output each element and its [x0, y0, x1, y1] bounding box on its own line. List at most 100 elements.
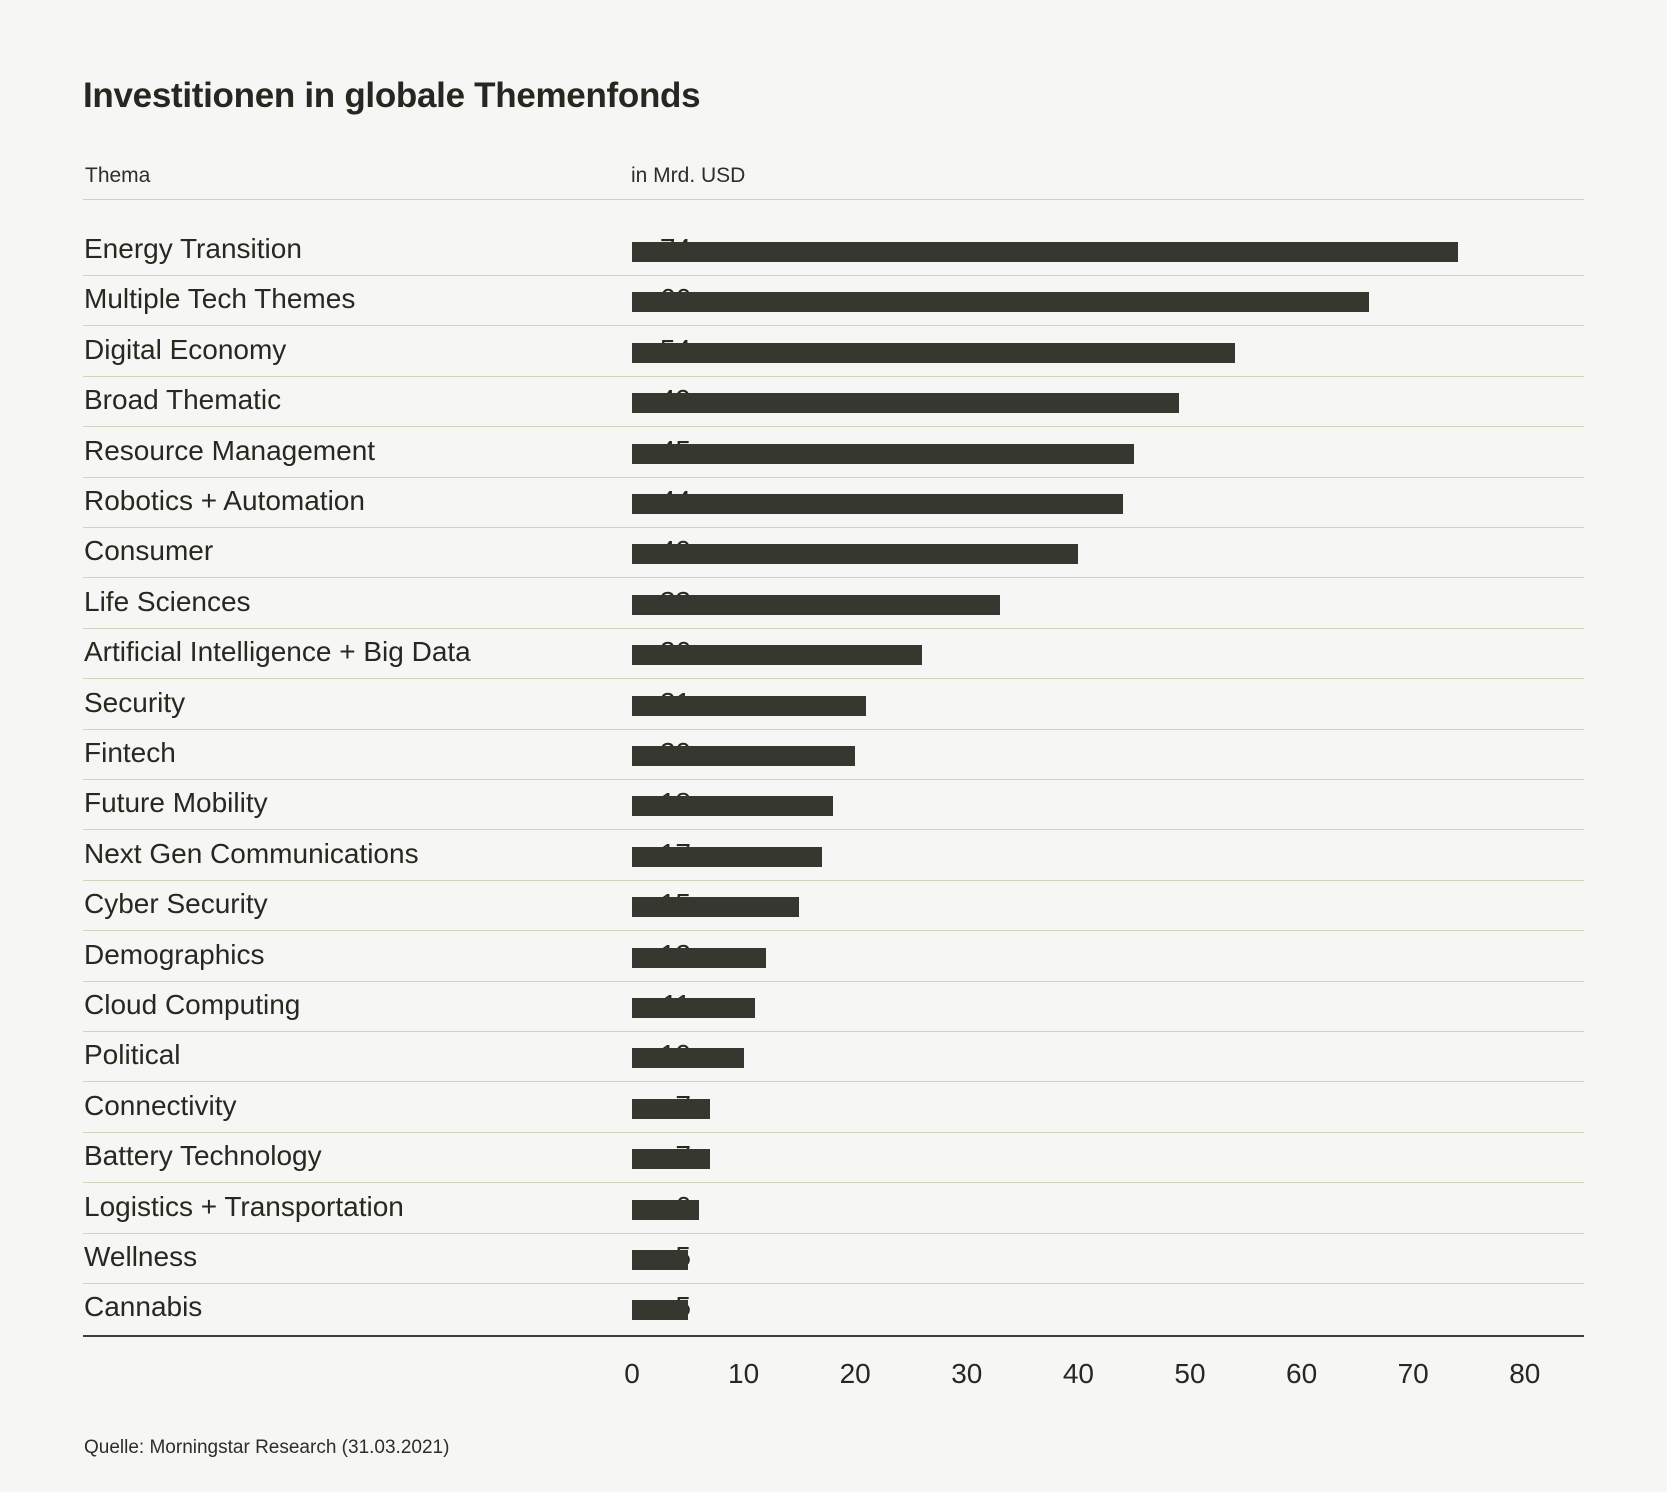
category-label: Energy Transition: [84, 233, 302, 264]
bar: [632, 897, 800, 918]
row-divider: [83, 1031, 1584, 1032]
bar-row: Next Gen Communications17: [83, 831, 1584, 881]
bar: [632, 594, 1001, 615]
bar: [632, 947, 766, 968]
row-divider: [83, 527, 1584, 528]
bar-row: Digital Economy54: [83, 327, 1584, 377]
x-tick-label: 80: [1509, 1358, 1541, 1389]
bar: [632, 1199, 699, 1220]
row-divider: [83, 1182, 1584, 1184]
category-label: Future Mobility: [84, 787, 268, 819]
row-divider: [83, 779, 1584, 780]
bar-row: Cannabis5: [83, 1284, 1584, 1334]
bar-row: Multiple Tech Themes66: [83, 276, 1584, 327]
bar: [632, 1300, 688, 1321]
bar: [632, 1048, 744, 1069]
category-label: Wellness: [84, 1241, 198, 1272]
bar-row: Artificial Intelligence + Big Data26: [83, 629, 1584, 680]
row-divider: [83, 728, 1584, 730]
category-label: Broad Thematic: [84, 384, 282, 416]
category-label: Consumer: [84, 535, 214, 567]
bar-row: Cyber Security15: [83, 881, 1584, 932]
bar: [632, 796, 833, 817]
category-label: Digital Economy: [84, 333, 287, 365]
bar-row: Political10: [83, 1032, 1584, 1083]
row-divider: [83, 577, 1584, 579]
category-label: Connectivity: [84, 1089, 237, 1121]
x-tick-label: 30: [951, 1358, 983, 1389]
bar-row: Future Mobility18: [83, 780, 1584, 831]
x-tick-label: 10: [728, 1358, 760, 1389]
category-label: Robotics + Automation: [84, 485, 365, 516]
bar: [632, 645, 923, 666]
bar: [632, 494, 1124, 514]
row-divider: [83, 476, 1584, 478]
bar-row: Fintech20: [83, 730, 1584, 780]
category-label: Cloud Computing: [84, 989, 301, 1020]
bar-row: Security21: [83, 680, 1584, 730]
row-divider: [83, 980, 1584, 982]
row-divider: [83, 1232, 1584, 1234]
column-header-thema: Thema: [85, 164, 151, 187]
row-divider: [83, 275, 1584, 276]
row-divider: [83, 678, 1584, 680]
category-label: Cyber Security: [84, 888, 268, 920]
chart-title: Investitionen in globale Themenfonds: [83, 76, 701, 115]
category-label: Fintech: [84, 737, 176, 768]
bar-row: Resource Management45: [83, 428, 1584, 478]
bar: [632, 342, 1235, 363]
bar-row: Energy Transition74: [83, 226, 1584, 276]
bar: [632, 443, 1135, 464]
bar-row: Battery Technology7: [83, 1133, 1584, 1184]
row-divider: [83, 829, 1584, 831]
bar-row: Consumer40: [83, 528, 1584, 579]
bar-row: Life Sciences33: [83, 579, 1584, 629]
x-tick-label: 20: [839, 1358, 871, 1389]
bar: [632, 1098, 711, 1119]
bar-row: Broad Thematic49: [83, 377, 1584, 428]
x-tick-label: 40: [1062, 1358, 1094, 1389]
x-tick-label: 60: [1286, 1358, 1318, 1389]
row-divider: [83, 879, 1584, 881]
bar: [632, 393, 1179, 414]
bar: [632, 544, 1079, 565]
row-divider: [83, 627, 1584, 629]
x-tick-label: 70: [1397, 1358, 1429, 1389]
bar: [632, 292, 1369, 313]
bar-row: Demographics12: [83, 932, 1584, 982]
row-divider: [83, 1081, 1584, 1083]
category-label: Artificial Intelligence + Big Data: [84, 636, 471, 668]
x-tick-label: 50: [1174, 1358, 1206, 1389]
bar: [632, 746, 856, 766]
category-label: Demographics: [84, 938, 265, 970]
row-divider: [83, 1283, 1584, 1284]
row-divider: [83, 325, 1584, 327]
category-label: Next Gen Communications: [84, 837, 419, 869]
bar-row: Wellness5: [83, 1234, 1584, 1284]
category-label: Multiple Tech Themes: [84, 283, 356, 315]
category-label: Cannabis: [84, 1291, 203, 1323]
category-label: Political: [84, 1039, 181, 1071]
bar: [632, 242, 1458, 262]
bar: [632, 846, 822, 867]
source-note: Quelle: Morningstar Research (31.03.2021…: [84, 1437, 450, 1458]
row-divider: [83, 375, 1584, 377]
bar: [632, 1149, 711, 1170]
row-divider: [83, 1131, 1584, 1133]
x-tick-label: 0: [624, 1358, 640, 1389]
column-header-unit: in Mrd. USD: [631, 164, 746, 187]
category-label: Logistics + Transportation: [84, 1190, 404, 1222]
category-label: Security: [84, 686, 186, 718]
bar-row: Connectivity7: [83, 1083, 1584, 1133]
bar: [632, 695, 867, 716]
category-label: Resource Management: [84, 434, 376, 466]
bar: [632, 1250, 688, 1270]
bar-row: Cloud Computing11: [83, 982, 1584, 1032]
bar-row: Robotics + Automation44: [83, 478, 1584, 528]
row-divider: [83, 426, 1584, 428]
category-label: Life Sciences: [84, 585, 251, 617]
bar: [632, 998, 755, 1018]
row-divider: [83, 930, 1584, 932]
x-axis-line: [83, 1335, 1584, 1337]
bar-row: Logistics + Transportation6: [83, 1184, 1584, 1234]
